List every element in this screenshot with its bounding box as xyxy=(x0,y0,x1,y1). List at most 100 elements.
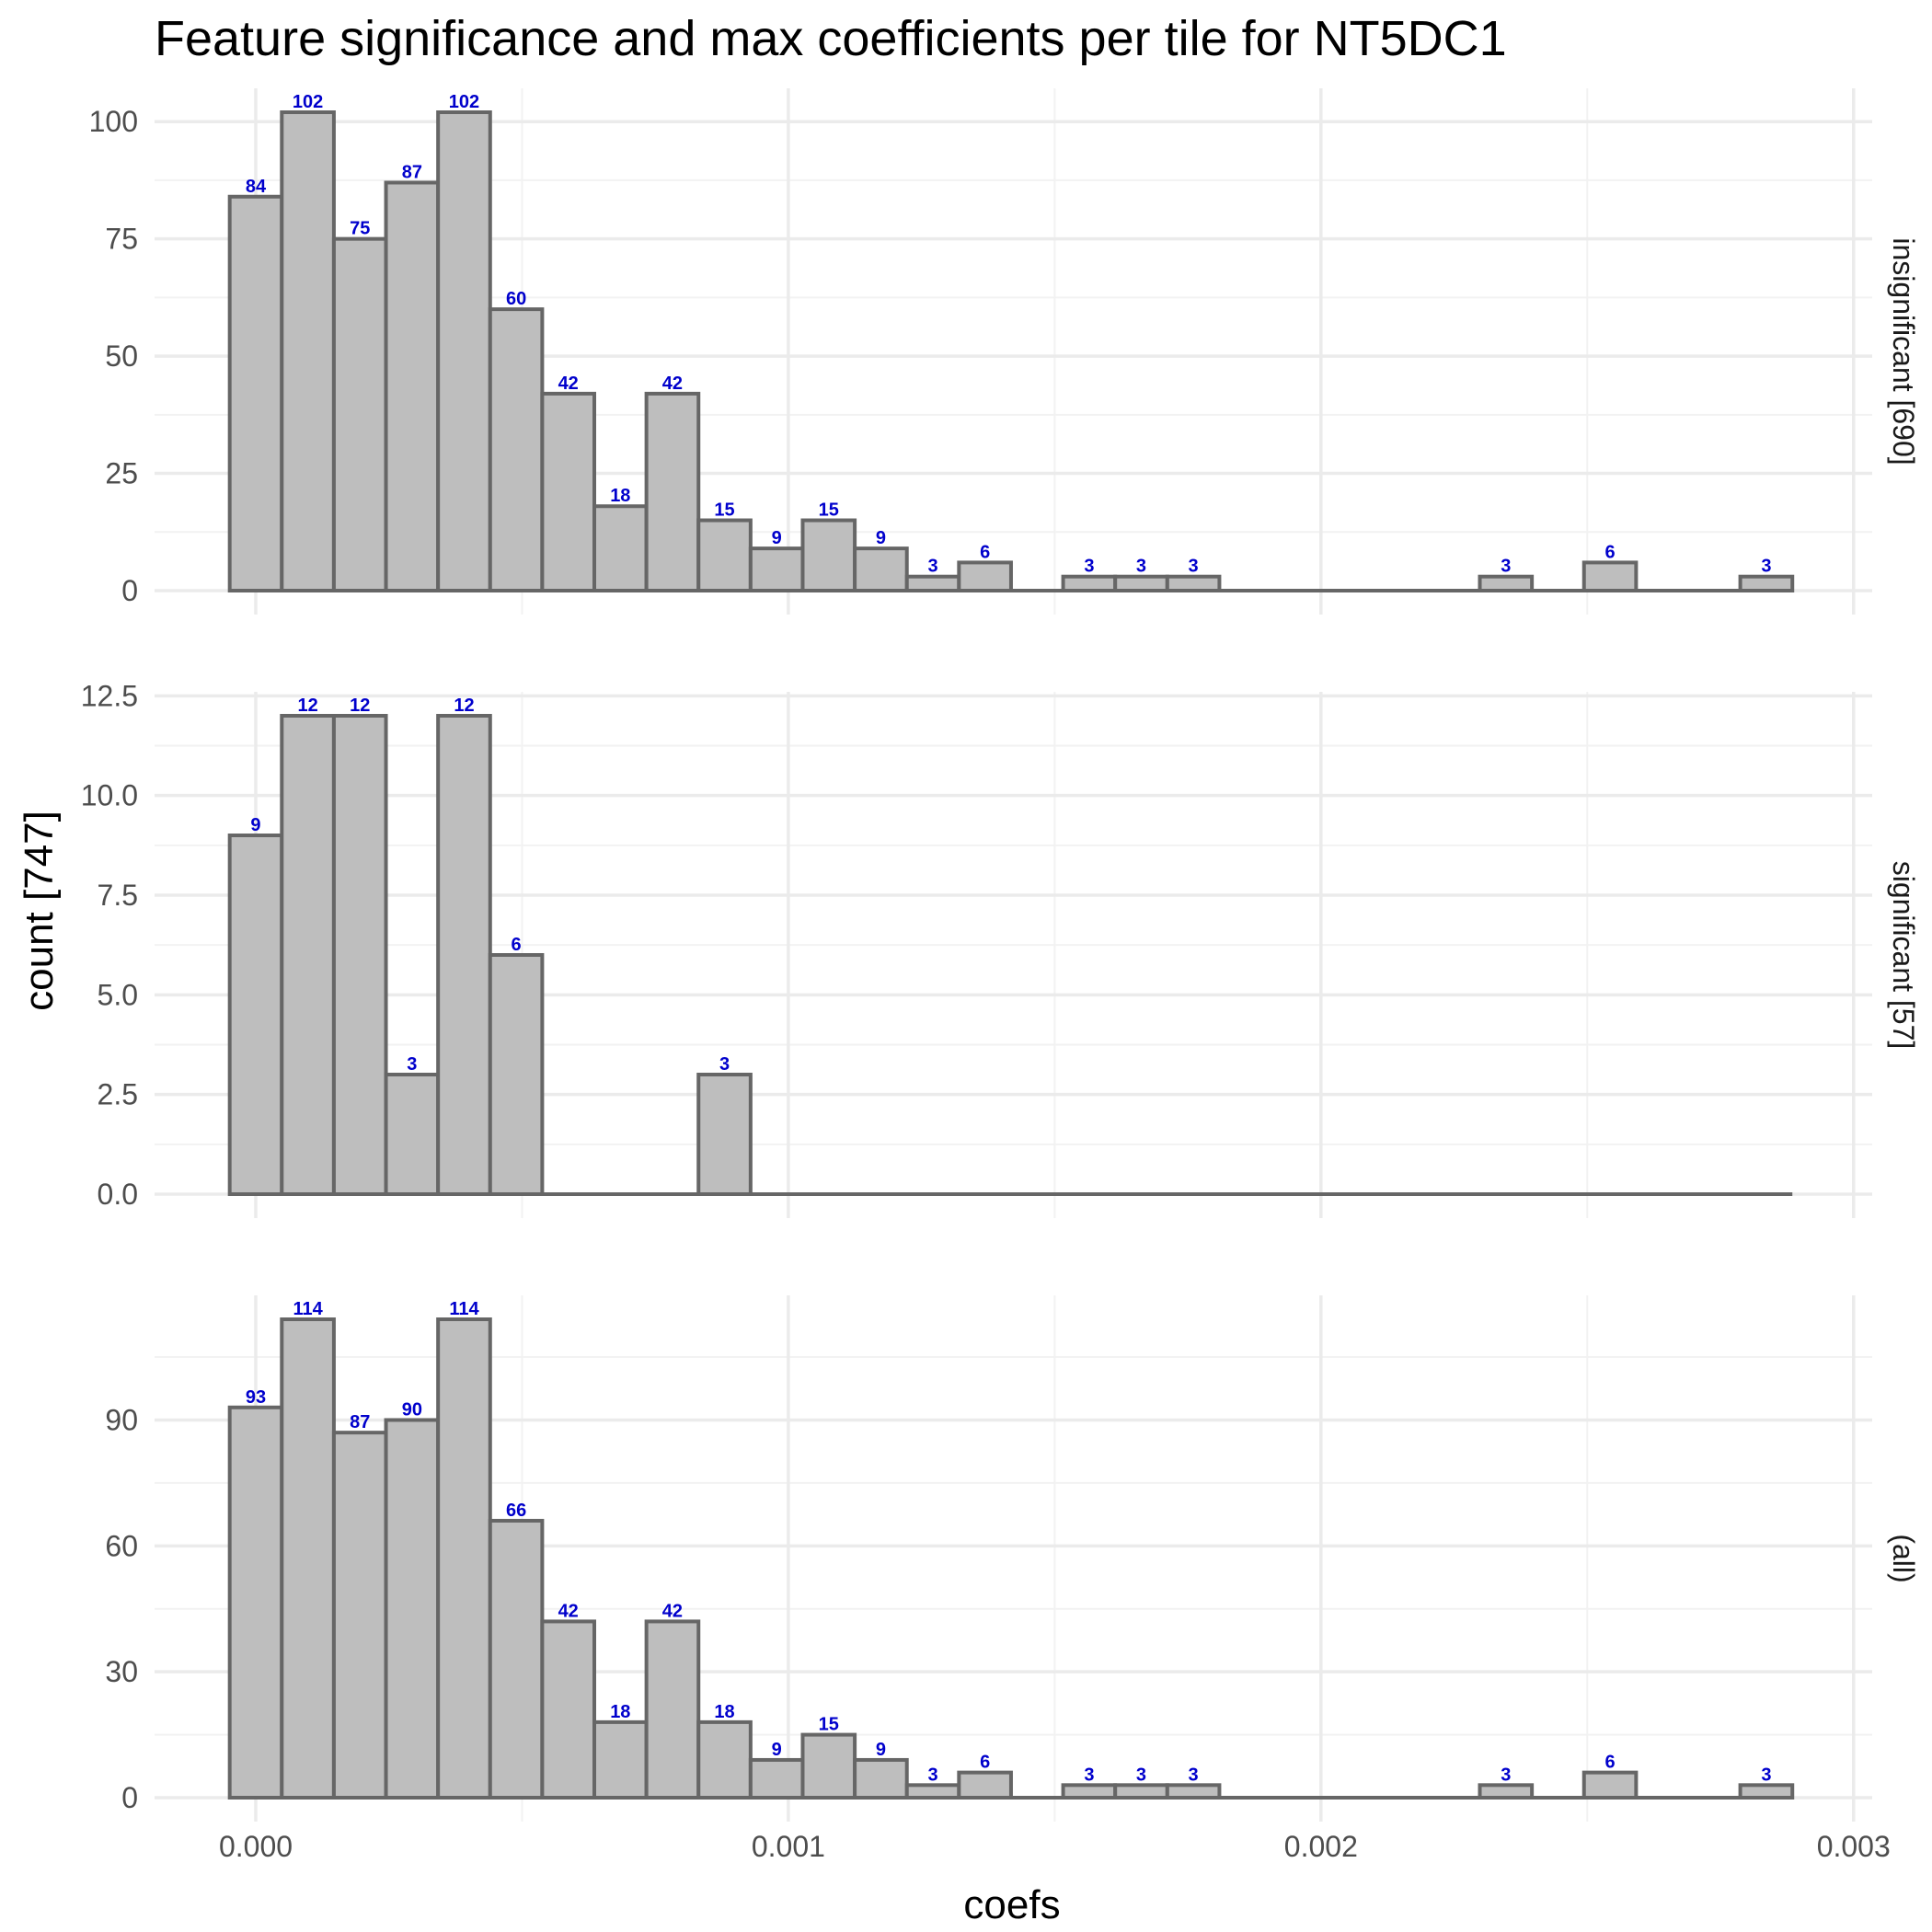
histogram-bar xyxy=(748,1757,805,1800)
bar-count-label: 12 xyxy=(297,696,317,716)
histogram-bar xyxy=(1165,1783,1222,1800)
histogram-bar xyxy=(696,1719,753,1800)
bar-count-label: 15 xyxy=(819,500,839,521)
bar-count-label: 15 xyxy=(819,1715,839,1735)
bar-count-label: 9 xyxy=(876,528,886,548)
bar-count-label: 42 xyxy=(662,374,683,394)
bar-count-label: 15 xyxy=(714,500,734,521)
histogram-bar xyxy=(384,1073,441,1196)
histogram-bar xyxy=(800,518,857,593)
histogram-bar xyxy=(1061,1783,1118,1800)
bar-count-label: 42 xyxy=(558,374,579,394)
y-tick-label: 60 xyxy=(105,1529,138,1562)
bar-count-label: 102 xyxy=(293,92,323,112)
histogram-bar xyxy=(436,110,492,592)
bar-count-label: 75 xyxy=(350,219,370,239)
histogram-bar xyxy=(696,518,753,593)
bar-count-label: 12 xyxy=(350,696,370,716)
bar-count-label: 3 xyxy=(1501,557,1511,577)
histogram-bar xyxy=(436,714,492,1196)
histogram-bar xyxy=(853,1757,909,1800)
bar-count-label: 3 xyxy=(1189,1765,1199,1785)
histogram-bar xyxy=(696,1073,753,1196)
histogram-bar xyxy=(1113,574,1169,592)
histogram-bar xyxy=(1581,560,1639,592)
facet-strip-label: significant [57] xyxy=(1887,861,1920,1050)
bar-count-label: 6 xyxy=(980,1753,990,1773)
bar-count-label: 6 xyxy=(1604,542,1615,562)
x-tick-label: 0.001 xyxy=(752,1830,825,1863)
histogram-bar xyxy=(1165,574,1222,592)
histogram-bar xyxy=(227,194,284,592)
bar-count-label: 114 xyxy=(449,1299,479,1319)
histogram-bar xyxy=(280,1317,336,1800)
bar-count-label: 3 xyxy=(927,1765,937,1785)
histogram-bar xyxy=(1113,1783,1169,1800)
bar-count-label: 3 xyxy=(927,557,937,577)
bar-count-label: 66 xyxy=(506,1501,526,1521)
histogram-bar xyxy=(488,1518,545,1800)
histogram-bar xyxy=(748,546,805,593)
histogram-bar xyxy=(384,180,441,592)
bar-count-label: 6 xyxy=(1604,1753,1615,1773)
histogram-bar xyxy=(904,1783,961,1800)
x-tick-label: 0.000 xyxy=(219,1830,293,1863)
y-tick-label: 0 xyxy=(121,1781,138,1814)
histogram-bar xyxy=(280,714,336,1196)
y-tick-label: 90 xyxy=(105,1403,138,1436)
y-tick-label: 5.0 xyxy=(98,978,138,1011)
y-tick-label: 2.5 xyxy=(98,1078,138,1111)
histogram-bar xyxy=(331,236,388,592)
bar-count-label: 12 xyxy=(454,696,474,716)
histogram-bar xyxy=(1061,574,1118,592)
bar-count-label: 60 xyxy=(506,289,526,309)
histogram-bar xyxy=(957,560,1013,592)
bar-count-label: 3 xyxy=(719,1054,730,1075)
histogram-bar xyxy=(227,834,284,1196)
histogram-bar xyxy=(644,1619,701,1800)
histogram-bar xyxy=(280,110,336,592)
histogram-bar xyxy=(1738,1783,1795,1800)
histogram-bar xyxy=(957,1770,1013,1800)
y-tick-label: 12.5 xyxy=(81,679,138,712)
bar-count-label: 18 xyxy=(610,1702,630,1722)
bar-count-label: 114 xyxy=(293,1299,323,1319)
y-tick-label: 75 xyxy=(105,223,138,256)
histogram-bar xyxy=(1581,1770,1639,1800)
bar-count-label: 3 xyxy=(407,1054,417,1075)
y-axis-title: count [747] xyxy=(17,811,62,1011)
x-axis: 0.000 0.001 0.002 0.003 xyxy=(219,1830,1891,1863)
bar-count-label: 18 xyxy=(714,1702,734,1722)
bar-count-label: 90 xyxy=(402,1399,422,1420)
bar-count-label: 9 xyxy=(772,528,782,548)
y-tick-label: 100 xyxy=(89,105,138,138)
facet-strip-label: (all) xyxy=(1887,1534,1920,1582)
bar-count-label: 3 xyxy=(1761,1765,1771,1785)
bar-count-label: 6 xyxy=(980,542,990,562)
histogram-bar xyxy=(1738,574,1795,592)
histogram-bar xyxy=(1478,1783,1535,1800)
facet-panel: 0.0 2.5 5.0 7.5 10.0 12.5 9 12 12 3 12 6 3 significan… xyxy=(81,679,1920,1218)
bar-count-label: 3 xyxy=(1189,557,1199,577)
x-tick-label: 0.002 xyxy=(1284,1830,1358,1863)
bar-count-label: 42 xyxy=(558,1601,579,1621)
y-tick-label: 30 xyxy=(105,1655,138,1688)
histogram-bar xyxy=(331,1431,388,1800)
histogram-bar xyxy=(904,574,961,592)
bar-count-label: 87 xyxy=(402,162,422,182)
bar-count-label: 3 xyxy=(1136,1765,1146,1785)
chart-title: Feature significance and max coefficient… xyxy=(155,11,1507,66)
y-tick-label: 7.5 xyxy=(98,879,138,912)
histogram-bar xyxy=(436,1317,492,1800)
histogram-bar xyxy=(592,504,649,592)
histogram-bar xyxy=(488,307,545,592)
histogram-bar xyxy=(800,1732,857,1800)
x-tick-label: 0.003 xyxy=(1817,1830,1891,1863)
x-axis-title: coefs xyxy=(963,1882,1060,1927)
histogram-bar xyxy=(227,1405,284,1800)
bar-count-label: 84 xyxy=(246,177,267,197)
y-tick-label: 50 xyxy=(105,339,138,373)
bar-count-label: 87 xyxy=(350,1412,370,1432)
bar-count-label: 3 xyxy=(1136,557,1146,577)
